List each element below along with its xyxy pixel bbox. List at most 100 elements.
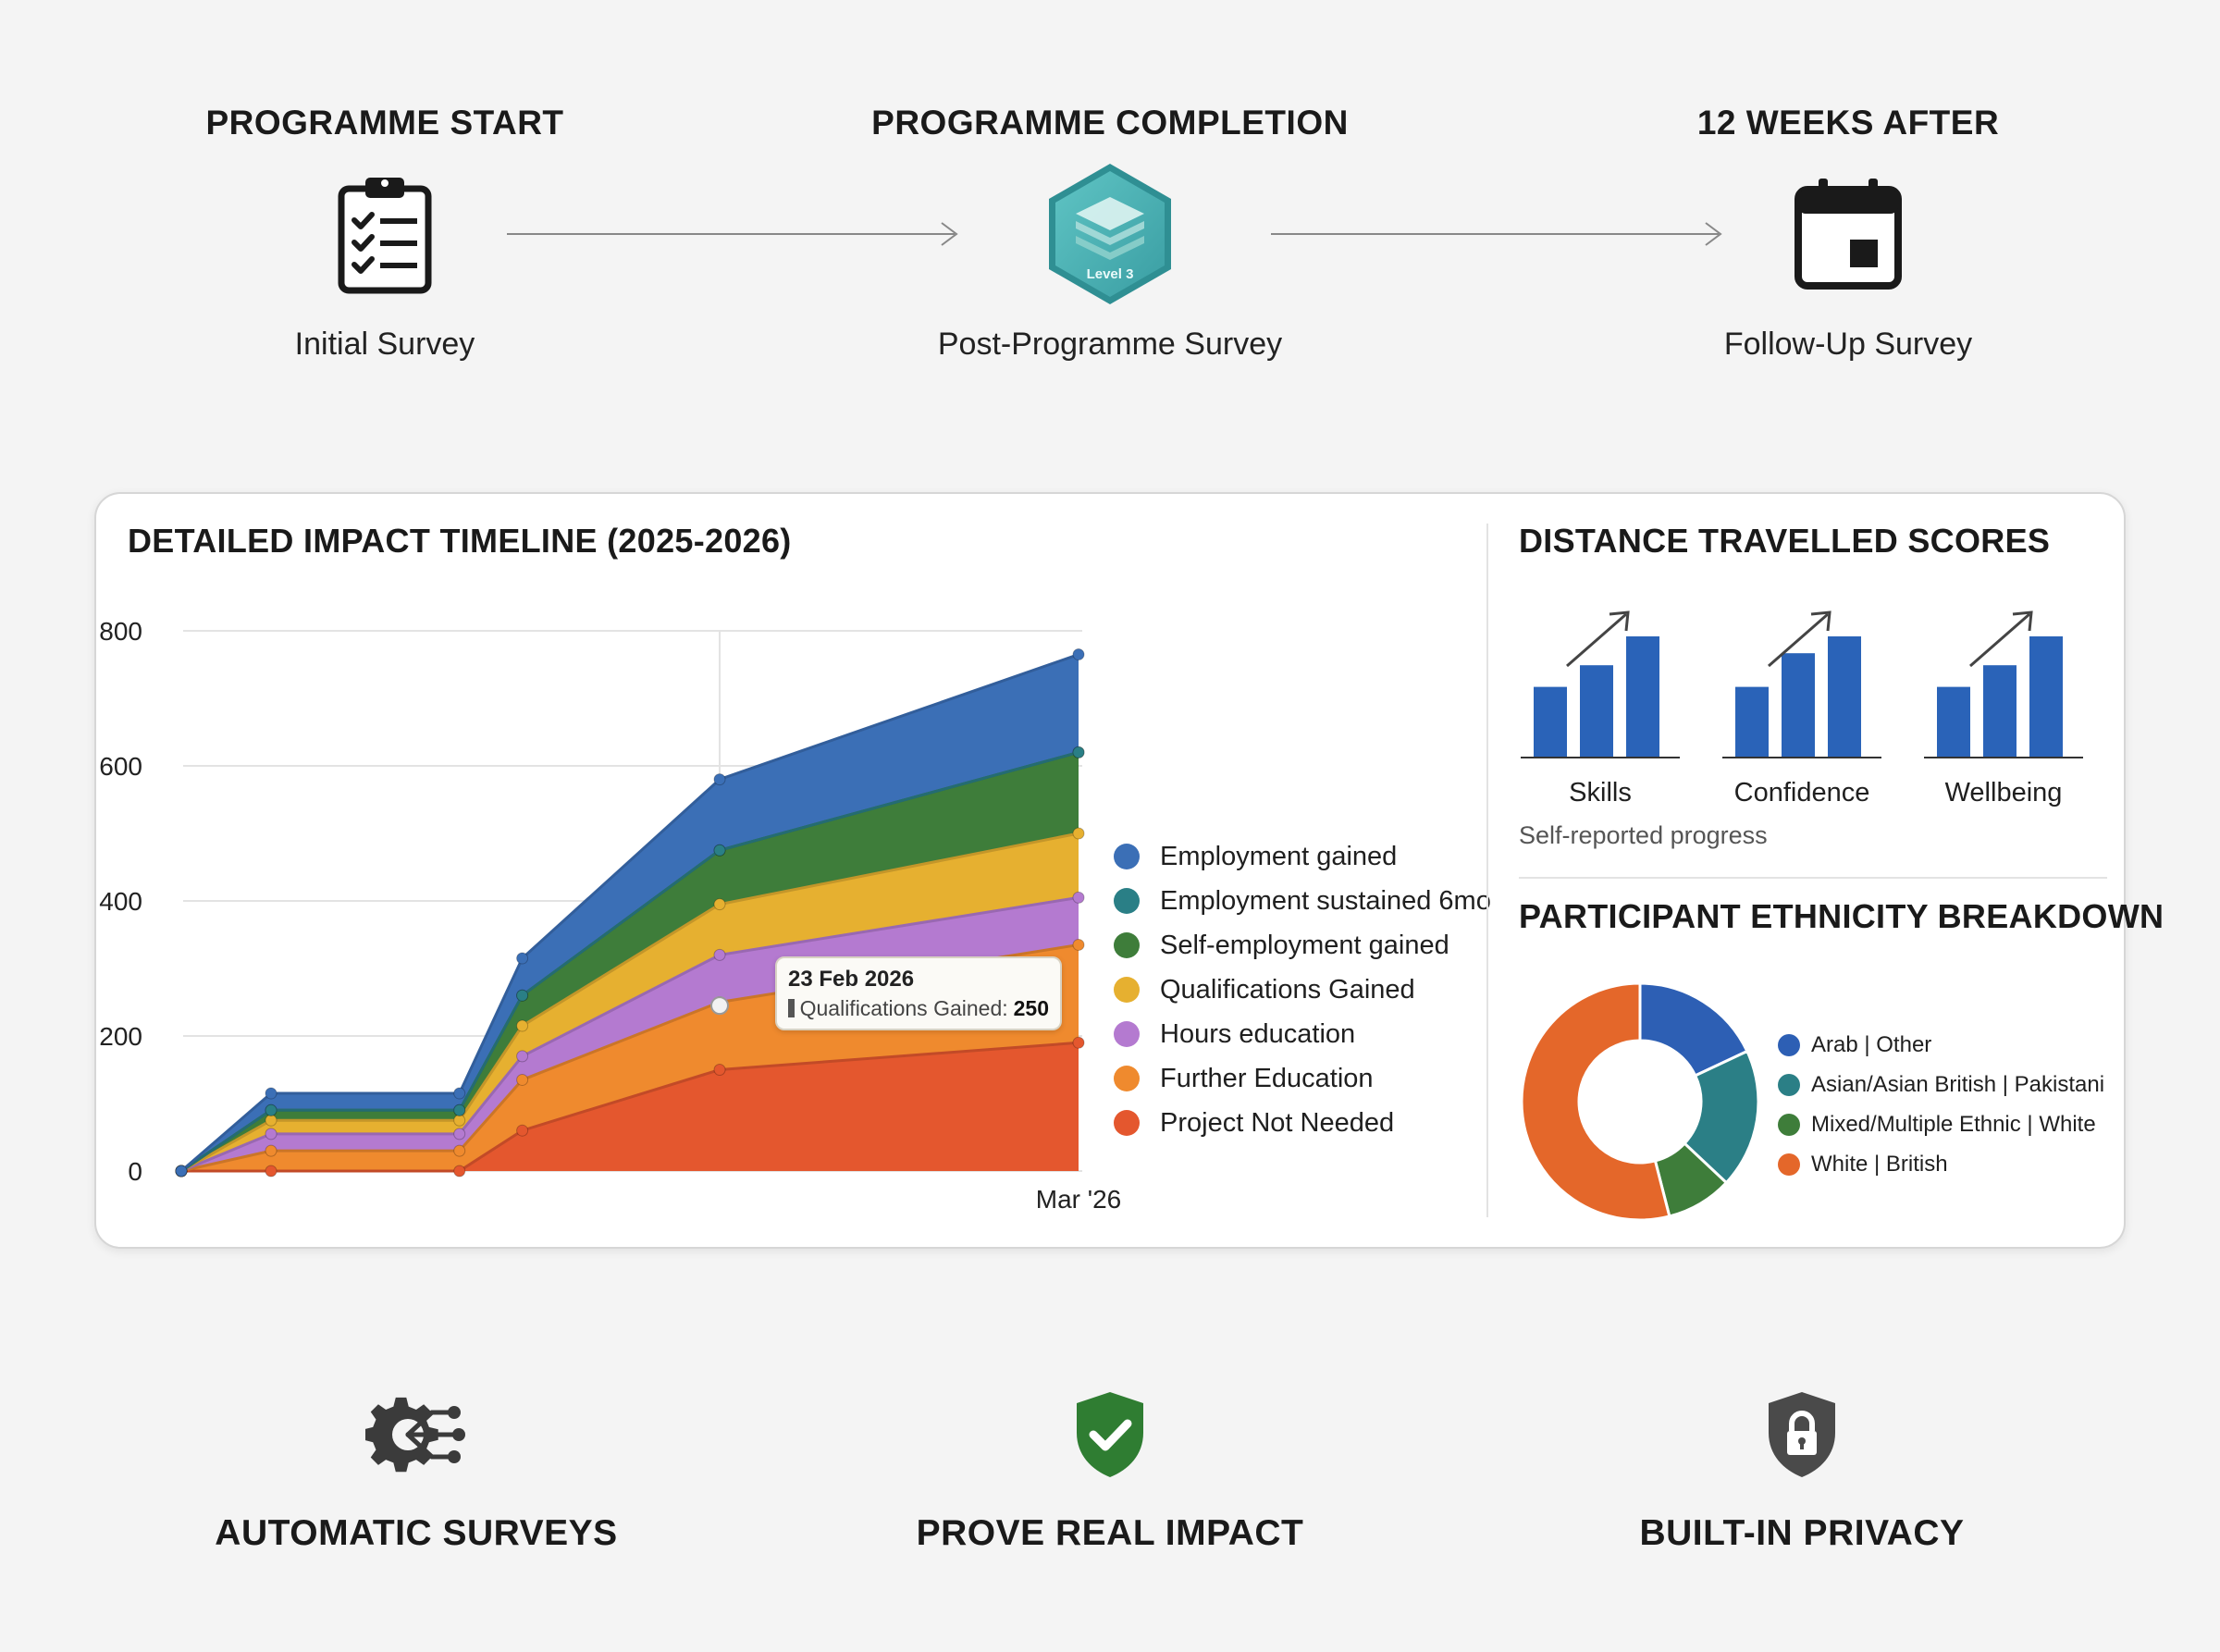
stage-programme-completion: PROGRAMME COMPLETION Level 3 Post-Progra… xyxy=(851,100,1369,364)
series-line xyxy=(180,750,1079,1173)
data-point[interactable] xyxy=(453,1165,466,1177)
y-tick-label: 800 xyxy=(99,617,142,646)
donut-slice[interactable] xyxy=(1520,981,1671,1222)
bar xyxy=(1534,686,1567,757)
timeline-title: DETAILED IMPACT TIMELINE (2025-2026) xyxy=(128,522,792,560)
stage-12-weeks-after: 12 WEEKS AFTER Follow-Up Survey xyxy=(1589,100,2107,364)
mini-bar-chart xyxy=(1521,610,1680,758)
data-point[interactable] xyxy=(713,1064,726,1076)
trend-up-arrow-icon xyxy=(1566,610,1630,668)
data-point[interactable] xyxy=(453,1144,466,1157)
data-point[interactable] xyxy=(1072,648,1085,661)
data-point[interactable] xyxy=(516,989,529,1002)
bar xyxy=(1580,665,1613,757)
legend-swatch xyxy=(1778,1153,1800,1176)
data-point[interactable] xyxy=(453,1087,466,1100)
legend-item[interactable]: Further Education xyxy=(1114,1056,1465,1101)
flow-arrow-icon xyxy=(507,222,958,246)
data-point[interactable] xyxy=(713,898,726,911)
legend-label: Employment gained xyxy=(1160,841,1398,871)
legend-swatch xyxy=(1778,1033,1800,1056)
data-point[interactable] xyxy=(265,1128,278,1140)
legend-item[interactable]: Self-employment gained xyxy=(1114,923,1465,968)
data-point[interactable] xyxy=(1072,746,1085,758)
data-point[interactable] xyxy=(516,1124,529,1137)
legend-label: Further Education xyxy=(1160,1063,1374,1093)
data-point[interactable] xyxy=(265,1165,278,1177)
y-tick-label: 400 xyxy=(99,887,142,916)
legend-item[interactable]: Employment sustained 6mo xyxy=(1114,879,1491,923)
timeline-legend: Employment gained Employment sustained 6m… xyxy=(1114,834,1491,1145)
ethnicity-legend: Arab | Other Asian/Asian British | Pakist… xyxy=(1778,1025,2104,1184)
data-point[interactable] xyxy=(713,844,726,857)
x-tick-label: Mar '26 xyxy=(1036,1185,1122,1214)
data-point[interactable] xyxy=(516,1073,529,1086)
legend-swatch xyxy=(1114,844,1140,869)
legend-item[interactable]: Employment gained xyxy=(1114,834,1465,879)
stage-label: Post-Programme Survey xyxy=(937,327,1283,362)
mini-bar-chart xyxy=(1924,610,2083,758)
legend-swatch xyxy=(1114,977,1140,1003)
mini-bar-label: Confidence xyxy=(1733,778,1870,808)
stage-label: Initial Survey xyxy=(294,327,475,362)
data-point[interactable] xyxy=(516,952,529,965)
feature-built-in-privacy: BUILT-IN PRIVACY xyxy=(1543,1384,2061,1554)
data-point[interactable] xyxy=(1072,891,1085,904)
feature-title: PROVE REAL IMPACT xyxy=(916,1513,1304,1553)
feature-automatic-surveys: AUTOMATIC SURVEYS xyxy=(157,1384,675,1554)
data-point[interactable] xyxy=(265,1144,278,1157)
legend-swatch xyxy=(1114,1110,1140,1136)
legend-swatch xyxy=(1778,1073,1800,1096)
legend-label: Employment sustained 6mo xyxy=(1160,885,1491,916)
ethnicity-legend-item[interactable]: Mixed/Multiple Ethnic | White xyxy=(1778,1104,2104,1144)
legend-item[interactable]: Project Not Needed xyxy=(1114,1101,1465,1145)
legend-item[interactable]: Hours education xyxy=(1114,1012,1465,1056)
data-point[interactable] xyxy=(453,1114,466,1127)
data-point[interactable] xyxy=(1072,938,1085,951)
stage-title: 12 WEEKS AFTER xyxy=(1696,104,2000,142)
ethnicity-legend-item[interactable]: Asian/Asian British | Pakistani xyxy=(1778,1065,2104,1104)
data-point[interactable] xyxy=(1072,827,1085,840)
chart-tooltip: 23 Feb 2026 Qualifications Gained: 250 xyxy=(775,956,1062,1030)
data-point[interactable] xyxy=(713,773,726,786)
data-point[interactable] xyxy=(453,1128,466,1140)
hover-marker[interactable] xyxy=(710,996,729,1016)
legend-item[interactable]: Qualifications Gained xyxy=(1114,968,1465,1012)
area-series-project-not-needed xyxy=(181,1042,1079,1171)
distance-chart-wellbeing: Wellbeing xyxy=(1920,609,2087,808)
bar xyxy=(1782,653,1815,757)
distance-chart-skills: Skills xyxy=(1517,609,1684,808)
data-point[interactable] xyxy=(713,948,726,961)
section-divider xyxy=(1519,877,2107,879)
legend-label: Arab | Other xyxy=(1811,1031,1932,1057)
donut-slice[interactable] xyxy=(1682,1049,1760,1185)
badge-text: Level 3 xyxy=(1087,266,1134,282)
data-point[interactable] xyxy=(453,1103,466,1116)
trend-up-arrow-icon xyxy=(1969,610,2033,668)
ethnicity-legend-item[interactable]: Arab | Other xyxy=(1778,1025,2104,1065)
feature-prove-real-impact: PROVE REAL IMPACT xyxy=(851,1384,1369,1554)
data-point[interactable] xyxy=(1072,1036,1085,1049)
shield-check-icon xyxy=(851,1384,1369,1486)
legend-swatch xyxy=(1114,1021,1140,1047)
bar xyxy=(1937,686,1970,757)
flow-arrow-icon xyxy=(1271,222,1722,246)
data-point[interactable] xyxy=(265,1087,278,1100)
data-point[interactable] xyxy=(265,1114,278,1127)
series-line xyxy=(180,832,1079,1173)
data-point[interactable] xyxy=(175,1165,188,1177)
level-3-badge-icon: Level 3 xyxy=(851,164,1369,304)
distance-note: Self-reported progress xyxy=(1519,821,1768,849)
clipboard-checklist-icon xyxy=(126,165,644,303)
tooltip-swatch xyxy=(788,999,795,1017)
y-tick-label: 200 xyxy=(99,1022,142,1051)
legend-swatch xyxy=(1114,932,1140,958)
trend-up-arrow-icon xyxy=(1768,610,1832,668)
data-point[interactable] xyxy=(516,1019,529,1032)
tooltip-value: 250 xyxy=(1013,996,1049,1020)
data-point[interactable] xyxy=(265,1103,278,1116)
card-divider xyxy=(1486,524,1488,1217)
data-point[interactable] xyxy=(516,1050,529,1063)
ethnicity-legend-item[interactable]: White | British xyxy=(1778,1144,2104,1184)
legend-label: Qualifications Gained xyxy=(1160,974,1415,1005)
